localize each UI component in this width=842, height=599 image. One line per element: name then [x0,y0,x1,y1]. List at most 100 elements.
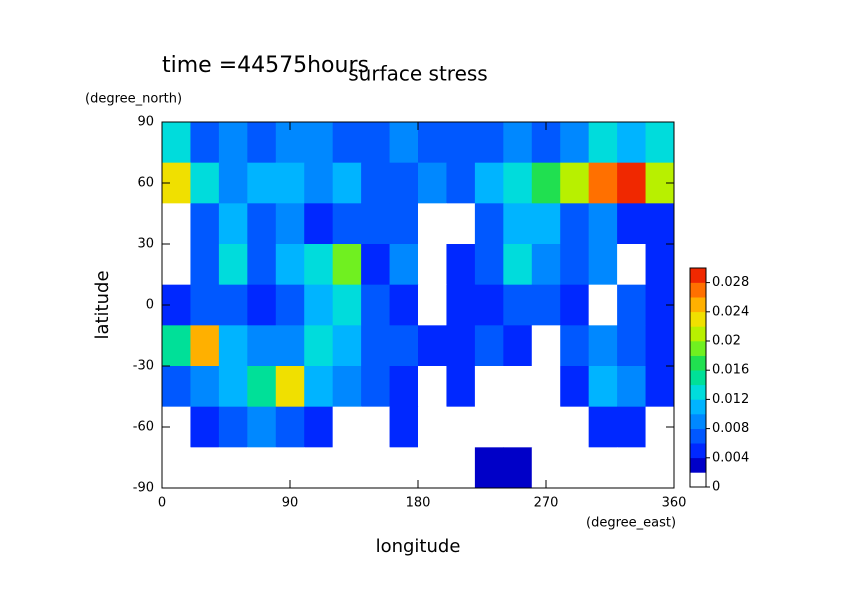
field-cell [304,244,334,286]
field-cell [446,284,476,326]
x-tick-label: 360 [662,496,687,511]
y-tick-label: 60 [137,176,154,191]
field-cell [389,366,419,408]
field-cell [588,203,618,245]
field-cell [162,366,191,408]
y-unit: (degree_north) [85,92,182,107]
x-tick-label: 180 [406,496,431,511]
field-cell [332,406,362,448]
field-cell [560,366,590,408]
field-cell [247,284,277,326]
field-cell [218,162,248,204]
field-cell [190,366,220,408]
colorbar-band [690,341,706,356]
field-cell [617,162,647,204]
field-cell [247,162,277,204]
field-cell [275,366,305,408]
field-cell [389,162,419,204]
field-cell [304,203,334,245]
field-cell [418,406,447,448]
x-tick-label: 90 [282,496,299,511]
field-cell [162,203,191,245]
field-cell [645,203,675,245]
y-tick-label: 90 [137,115,154,130]
field-cell [304,325,334,367]
field-cell [503,162,533,204]
x-tick-label: 0 [158,496,166,511]
field-cell [361,244,391,286]
field-cell [304,122,334,164]
colorbar-band [690,443,706,459]
field-cell [361,203,391,245]
y-tick-label: -90 [133,481,154,496]
field-cell [531,325,561,367]
field-cell [531,203,561,245]
field-cell [190,325,220,367]
y-axis-label: latitude [92,270,113,339]
field-cell [446,203,476,245]
colorbar-tick-label: 0.008 [712,421,749,436]
field-cell [361,122,391,164]
field-cell [332,447,362,489]
field-cell [275,325,305,367]
field-cell [531,244,561,286]
field-cell [446,447,476,489]
y-tick-label: 0 [146,298,154,313]
field-cell [218,122,248,164]
field-cell [247,325,277,367]
field-cell [275,203,305,245]
field-cell [361,366,391,408]
field-cell [361,325,391,367]
field-cell [389,122,419,164]
colorbar-band [690,414,706,429]
field-cell [190,284,220,326]
field-cell [304,447,334,489]
field-cell [446,244,476,286]
field-cell [645,325,675,367]
field-cell [560,122,590,164]
field-cell [531,284,561,326]
field-cell [560,162,590,204]
field-cell [588,162,618,204]
field-cell [474,366,504,408]
field-cell [361,406,391,448]
field-cell [332,284,362,326]
field-cell [588,447,618,489]
colorbar-band [690,457,706,473]
colorbar-tick-label: 0.016 [712,363,749,378]
field-cell [247,122,277,164]
field-cell [218,325,248,367]
field-cell [304,406,334,448]
field-cell [332,325,362,367]
field-cell [531,406,561,448]
field-cell [361,284,391,326]
field-cell [218,284,248,326]
x-axis-label: longitude [376,536,461,557]
field-cell [474,406,504,448]
field-cell [389,406,419,448]
field-cell [162,325,191,367]
field-cell [304,162,334,204]
field-cell [474,244,504,286]
field-cell [588,325,618,367]
field-cell [247,406,277,448]
field-cell [361,162,391,204]
field-cell [418,203,447,245]
field-cell [588,406,618,448]
field-cell [218,447,248,489]
field-cell [560,406,590,448]
y-tick-label: -60 [133,420,154,435]
field-cell [190,203,220,245]
field-cell [218,406,248,448]
colorbar-band [690,355,706,371]
chart-title: surface stress [348,62,487,86]
field-cell [474,447,504,489]
x-tick-label: 270 [534,496,559,511]
field-cell [617,366,647,408]
field-cell [162,447,191,489]
field-cell [332,162,362,204]
field-cell [247,244,277,286]
field-cell [418,284,447,326]
field-cell [190,447,220,489]
field-cell [275,406,305,448]
